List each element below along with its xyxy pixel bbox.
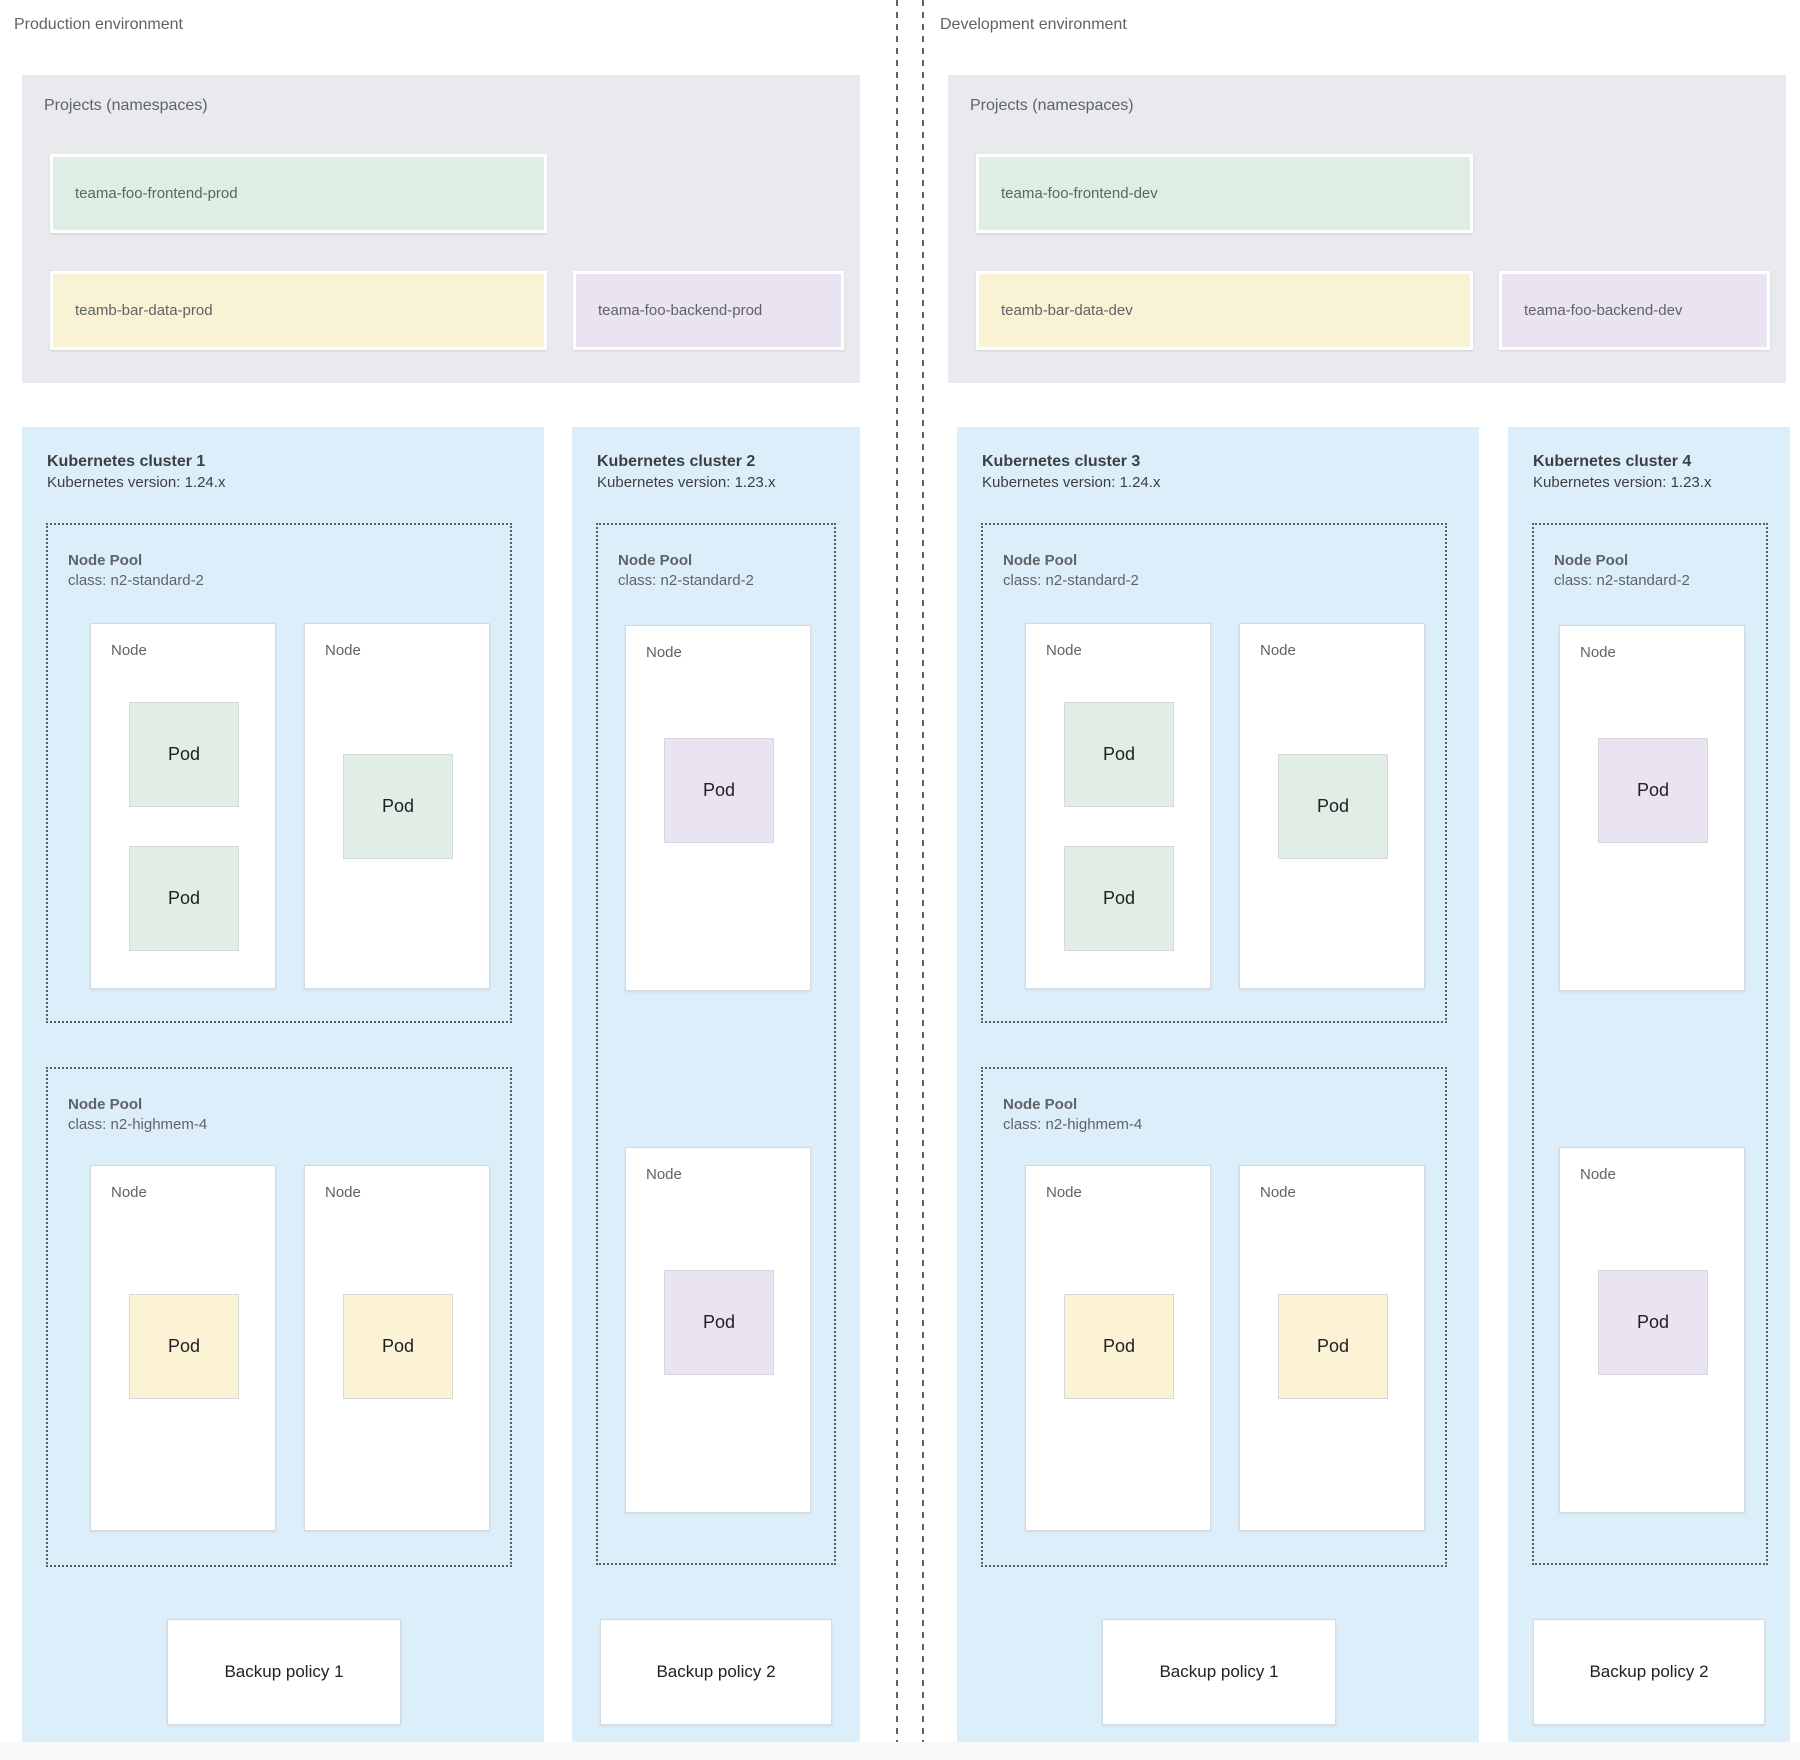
- node-pool-title: Node Pool: [68, 552, 143, 569]
- projects-namespaces-box: Projects (namespaces) teama-foo-frontend…: [22, 75, 860, 383]
- node-box: Node Pod Pod: [90, 623, 276, 989]
- cluster-version: Kubernetes version: 1.24.x: [47, 473, 226, 491]
- node-label: Node: [1580, 1166, 1616, 1183]
- cluster-version: Kubernetes version: 1.24.x: [982, 473, 1161, 491]
- node-label: Node: [646, 644, 682, 661]
- node-pool-box: Node Pool class: n2-standard-2 Node Pod …: [981, 523, 1447, 1023]
- cluster-title: Kubernetes cluster 4: [1533, 453, 1692, 470]
- namespace-box: teama-foo-frontend-dev: [976, 154, 1473, 233]
- node-box: Node Pod: [90, 1165, 276, 1531]
- kubernetes-cluster-box: Kubernetes cluster 2 Kubernetes version:…: [572, 427, 860, 1742]
- pod-box: Pod: [1064, 846, 1174, 951]
- node-label: Node: [1260, 642, 1296, 659]
- pod-box: Pod: [1278, 754, 1388, 859]
- node-box: Node Pod: [304, 623, 490, 989]
- node-label: Node: [111, 1184, 147, 1201]
- node-box: Node Pod: [625, 625, 811, 991]
- node-pool-header: Node Pool class: n2-standard-2: [1554, 551, 1690, 592]
- node-pool-title: Node Pool: [1003, 1096, 1078, 1113]
- node-box: Node Pod: [1025, 1165, 1211, 1531]
- backup-policy-box: Backup policy 1: [1102, 1619, 1336, 1725]
- cluster-header: Kubernetes cluster 2 Kubernetes version:…: [597, 451, 775, 493]
- pod-box: Pod: [664, 738, 774, 843]
- node-box: Node Pod: [1239, 623, 1425, 989]
- node-label: Node: [325, 1184, 361, 1201]
- namespace-box: teama-foo-backend-prod: [573, 271, 844, 350]
- backup-policy-box: Backup policy 2: [1533, 1619, 1765, 1725]
- node-label: Node: [1260, 1184, 1296, 1201]
- pod-box: Pod: [343, 754, 453, 859]
- namespace-box: teamb-bar-data-prod: [50, 271, 547, 350]
- backup-policy-box: Backup policy 2: [600, 1619, 832, 1725]
- node-pool-header: Node Pool class: n2-standard-2: [1003, 551, 1139, 592]
- projects-namespaces-box: Projects (namespaces) teama-foo-frontend…: [948, 75, 1786, 383]
- node-box: Node Pod: [1559, 1147, 1745, 1513]
- pod-box: Pod: [1278, 1294, 1388, 1399]
- node-pool-box: Node Pool class: n2-standard-2 Node Pod …: [46, 523, 512, 1023]
- pod-box: Pod: [1064, 1294, 1174, 1399]
- cluster-header: Kubernetes cluster 4 Kubernetes version:…: [1533, 451, 1711, 493]
- kubernetes-cluster-box: Kubernetes cluster 1 Kubernetes version:…: [22, 427, 544, 1742]
- projects-title: Projects (namespaces): [970, 97, 1134, 114]
- cluster-header: Kubernetes cluster 3 Kubernetes version:…: [982, 451, 1160, 493]
- node-label: Node: [1046, 642, 1082, 659]
- pod-box: Pod: [664, 1270, 774, 1375]
- node-label: Node: [646, 1166, 682, 1183]
- node-pool-box: Node Pool class: n2-standard-2 Node Pod …: [1532, 523, 1768, 1565]
- pod-box: Pod: [1598, 1270, 1708, 1375]
- cluster-version: Kubernetes version: 1.23.x: [597, 473, 776, 491]
- node-pool-title: Node Pool: [1554, 552, 1629, 569]
- node-pool-header: Node Pool class: n2-highmem-4: [1003, 1095, 1142, 1136]
- node-pool-title: Node Pool: [618, 552, 693, 569]
- projects-title: Projects (namespaces): [44, 97, 208, 114]
- cluster-title: Kubernetes cluster 3: [982, 453, 1141, 470]
- node-label: Node: [1046, 1184, 1082, 1201]
- node-pool-box: Node Pool class: n2-highmem-4 Node Pod N…: [46, 1067, 512, 1567]
- node-box: Node Pod: [304, 1165, 490, 1531]
- node-pool-header: Node Pool class: n2-highmem-4: [68, 1095, 207, 1136]
- node-pool-header: Node Pool class: n2-standard-2: [68, 551, 204, 592]
- pod-box: Pod: [129, 846, 239, 951]
- node-pool-header: Node Pool class: n2-standard-2: [618, 551, 754, 592]
- node-pool-box: Node Pool class: n2-highmem-4 Node Pod N…: [981, 1067, 1447, 1567]
- node-box: Node Pod: [1559, 625, 1745, 991]
- node-pool-box: Node Pool class: n2-standard-2 Node Pod …: [596, 523, 836, 1565]
- kubernetes-cluster-box: Kubernetes cluster 4 Kubernetes version:…: [1508, 427, 1790, 1742]
- cluster-title: Kubernetes cluster 2: [597, 453, 756, 470]
- node-box: Node Pod Pod: [1025, 623, 1211, 989]
- node-label: Node: [325, 642, 361, 659]
- node-pool-title: Node Pool: [1003, 552, 1078, 569]
- backup-policy-box: Backup policy 1: [167, 1619, 401, 1725]
- namespace-box: teama-foo-backend-dev: [1499, 271, 1770, 350]
- cluster-version: Kubernetes version: 1.23.x: [1533, 473, 1712, 491]
- cluster-title: Kubernetes cluster 1: [47, 453, 206, 470]
- node-box: Node Pod: [1239, 1165, 1425, 1531]
- environment-divider-line: [922, 0, 924, 1760]
- node-pool-class: class: n2-standard-2: [1554, 572, 1690, 590]
- node-pool-class: class: n2-standard-2: [68, 572, 204, 590]
- node-label: Node: [111, 642, 147, 659]
- cluster-header: Kubernetes cluster 1 Kubernetes version:…: [47, 451, 225, 493]
- node-pool-class: class: n2-highmem-4: [68, 1116, 208, 1134]
- kubernetes-cluster-box: Kubernetes cluster 3 Kubernetes version:…: [957, 427, 1479, 1742]
- node-box: Node Pod: [625, 1147, 811, 1513]
- environment-label: Production environment: [14, 16, 183, 33]
- namespace-box: teamb-bar-data-dev: [976, 271, 1473, 350]
- node-pool-class: class: n2-highmem-4: [1003, 1116, 1143, 1134]
- pod-box: Pod: [1064, 702, 1174, 807]
- bottom-edge-strip: [0, 1742, 1800, 1760]
- environment-label: Development environment: [940, 16, 1127, 33]
- node-pool-class: class: n2-standard-2: [1003, 572, 1139, 590]
- node-label: Node: [1580, 644, 1616, 661]
- node-pool-class: class: n2-standard-2: [618, 572, 754, 590]
- pod-box: Pod: [1598, 738, 1708, 843]
- pod-box: Pod: [129, 702, 239, 807]
- pod-box: Pod: [343, 1294, 453, 1399]
- environment-divider-line: [896, 0, 898, 1760]
- namespace-box: teama-foo-frontend-prod: [50, 154, 547, 233]
- pod-box: Pod: [129, 1294, 239, 1399]
- node-pool-title: Node Pool: [68, 1096, 143, 1113]
